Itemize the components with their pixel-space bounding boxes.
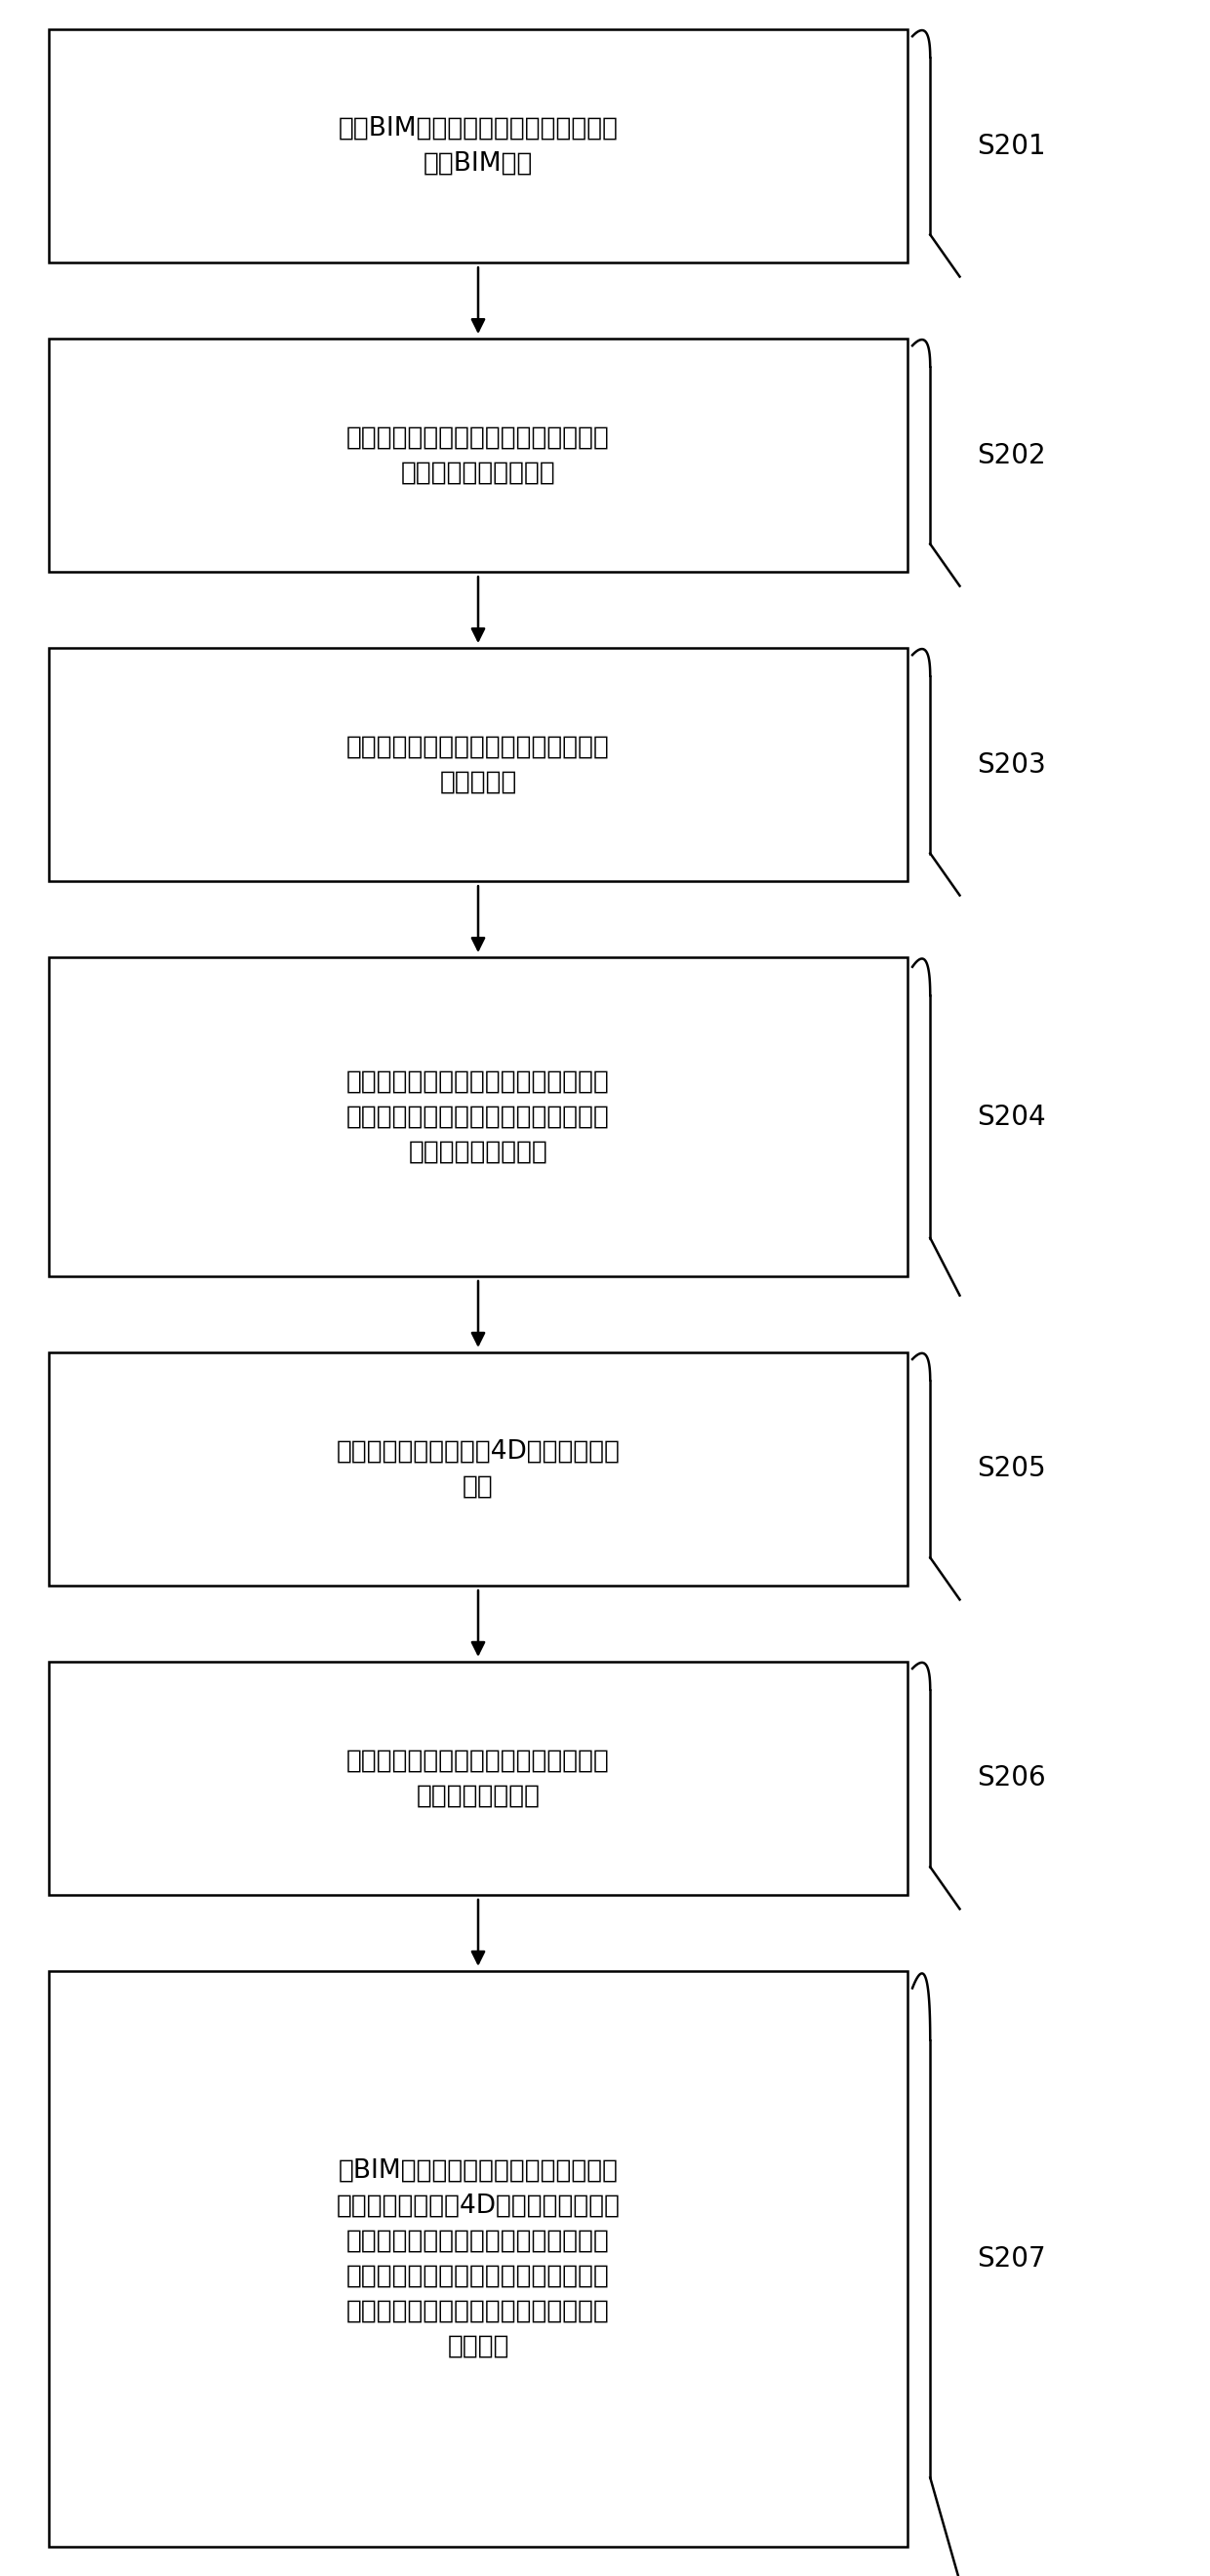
Bar (48, 649, 908, 881)
Text: S202: S202 (978, 440, 1047, 469)
Bar (48, 28, 908, 263)
Text: 获取待交底部分的构件和预设节点的技
术参数信息和施工方案: 获取待交底部分的构件和预设节点的技 术参数信息和施工方案 (346, 425, 610, 484)
Text: 将可视化效果图及施工方法与相应预设
节点的模型建立对应关系，作为各预设
节点的附加属性信息: 将可视化效果图及施工方法与相应预设 节点的模型建立对应关系，作为各预设 节点的附… (346, 1069, 610, 1164)
Bar (48, 958, 908, 1275)
Text: 调用BIM平台生成建筑项目施工图纸对
应的BIM模型: 调用BIM平台生成建筑项目施工图纸对 应的BIM模型 (338, 116, 618, 175)
Text: S201: S201 (978, 131, 1047, 160)
Text: S206: S206 (978, 1765, 1047, 1793)
Bar (48, 1352, 908, 1587)
Bar (48, 337, 908, 572)
Text: S207: S207 (978, 2246, 1047, 2272)
Bar (48, 1971, 908, 2548)
Text: S204: S204 (978, 1103, 1047, 1131)
Text: S203: S203 (978, 752, 1047, 778)
Text: 获取待交底部分对应的4D施工模拟动画
视频: 获取待交底部分对应的4D施工模拟动画 视频 (336, 1437, 620, 1499)
Text: 获取建筑项目竣工后的整体可视化效果
图和项目宣传视频: 获取建筑项目竣工后的整体可视化效果 图和项目宣传视频 (346, 1749, 610, 1808)
Text: S205: S205 (978, 1455, 1047, 1484)
Text: 获取各预设节点竣工后的可视化效果图
及施工方法: 获取各预设节点竣工后的可视化效果图 及施工方法 (346, 734, 610, 796)
Bar (48, 1662, 908, 1896)
Text: 将BIM模型、技术参数信息、施工方案
、附加属性信息、4D施工模拟动画视频
、体可视化效果图和项目宣传视频添加
至预设平台相匹配的索引类别下，以使
具有权限的用: 将BIM模型、技术参数信息、施工方案 、附加属性信息、4D施工模拟动画视频 、体… (336, 2159, 620, 2360)
